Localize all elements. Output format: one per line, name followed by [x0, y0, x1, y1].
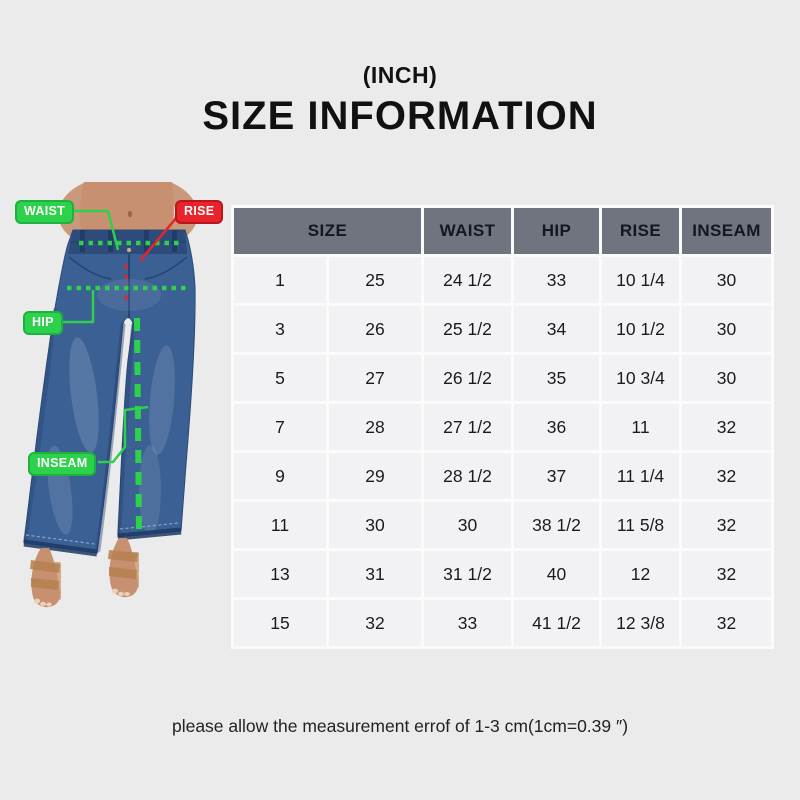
table-cell: 33 — [511, 254, 602, 306]
table-cell: 11 — [231, 499, 329, 551]
table-cell: 32 — [679, 548, 774, 600]
table-cell: 7 — [231, 401, 329, 453]
column-header: INSEAM — [679, 205, 774, 257]
inseam-label: INSEAM — [28, 452, 97, 476]
left-pocket-seam — [68, 256, 112, 280]
table-cell: 12 — [599, 548, 682, 600]
title-block: (INCH) SIZE INFORMATION — [0, 62, 800, 139]
knee-highlight-right — [139, 445, 161, 535]
jeans-button — [127, 248, 131, 252]
table-cell: 34 — [511, 303, 602, 355]
table-cell: 32 — [679, 597, 774, 649]
inner-seam-shadow-left — [95, 322, 126, 553]
table-cell: 32 — [679, 450, 774, 502]
table-cell: 33 — [421, 597, 514, 649]
right-foot — [108, 538, 139, 598]
outer-seam-shadow-left — [23, 308, 57, 543]
table-cell: 5 — [231, 352, 329, 404]
table-cell: 37 — [511, 450, 602, 502]
table-cell: 30 — [679, 254, 774, 306]
size-table-body: 1 25 24 1/2 33 10 1/4 30 3 26 25 1/2 34 10 1/2 30 5 2… — [231, 254, 774, 649]
table-row: 5 27 26 1/2 35 10 3/4 30 — [231, 352, 774, 404]
table-cell: 30 — [679, 303, 774, 355]
inseam-connector-line — [98, 405, 149, 464]
hip-connector-line — [61, 290, 95, 324]
table-cell: 30 — [679, 352, 774, 404]
jeans-photo-illustration — [23, 182, 198, 608]
table-cell: 36 — [511, 401, 602, 453]
hem-stitch-right — [119, 522, 180, 530]
size-table-header-row: SIZE WAIST HIP RISE INSEAM — [231, 205, 774, 257]
table-cell: 11 5/8 — [599, 499, 682, 551]
rise-connector-line — [139, 216, 178, 262]
table-row: 3 26 25 1/2 34 10 1/2 30 — [231, 303, 774, 355]
table-row: 15 32 33 41 1/2 12 3/8 32 — [231, 597, 774, 649]
table-cell: 32 — [679, 499, 774, 551]
table-cell: 25 — [326, 254, 424, 306]
unit-subtitle: (INCH) — [362, 62, 438, 88]
jeans-measurement-diagram: WAIST RISE HIP INSEAM — [0, 160, 232, 660]
table-cell: 31 — [326, 548, 424, 600]
table-row: 11 30 30 38 1/2 11 5/8 32 — [231, 499, 774, 551]
table-cell: 29 — [326, 450, 424, 502]
table-cell: 24 1/2 — [421, 254, 514, 306]
table-cell: 3 — [231, 303, 329, 355]
column-header: WAIST — [421, 205, 514, 257]
table-cell: 32 — [326, 597, 424, 649]
table-cell: 26 — [326, 303, 424, 355]
hip-highlight — [97, 279, 161, 311]
table-cell: 27 1/2 — [421, 401, 514, 453]
table-cell: 27 — [326, 352, 424, 404]
table-cell: 28 — [326, 401, 424, 453]
table-cell: 10 3/4 — [599, 352, 682, 404]
inseam-measure-line — [134, 317, 142, 534]
left-foot — [30, 548, 61, 608]
column-header: HIP — [511, 205, 602, 257]
rise-label: RISE — [175, 200, 224, 224]
column-header: RISE — [599, 205, 682, 257]
column-header: SIZE — [231, 205, 424, 257]
table-cell: 12 3/8 — [599, 597, 682, 649]
table-cell: 32 — [679, 401, 774, 453]
table-cell: 38 1/2 — [511, 499, 602, 551]
thigh-highlight-left — [69, 337, 99, 453]
size-table: SIZE WAIST HIP RISE INSEAM 1 25 24 1/2 33 10 1/4… — [231, 205, 774, 649]
hem-left — [23, 539, 98, 557]
table-cell: 30 — [421, 499, 514, 551]
table-cell: 13 — [231, 548, 329, 600]
table-cell: 35 — [511, 352, 602, 404]
waist-connector-line — [69, 209, 120, 251]
thigh-highlight-right — [149, 345, 175, 455]
table-cell: 10 1/4 — [599, 254, 682, 306]
table-cell: 10 1/2 — [599, 303, 682, 355]
table-row: 1 25 24 1/2 33 10 1/4 30 — [231, 254, 774, 306]
table-cell: 25 1/2 — [421, 303, 514, 355]
table-row: 9 29 28 1/2 37 11 1/4 32 — [231, 450, 774, 502]
table-row: 7 28 27 1/2 36 11 32 — [231, 401, 774, 453]
table-row: 13 31 31 1/2 40 12 32 — [231, 548, 774, 600]
table-cell: 40 — [511, 548, 602, 600]
hem-right — [117, 527, 182, 541]
table-cell: 41 1/2 — [511, 597, 602, 649]
hem-stitch-left — [25, 534, 96, 545]
table-cell: 1 — [231, 254, 329, 306]
table-cell: 11 — [599, 401, 682, 453]
table-cell: 15 — [231, 597, 329, 649]
navel — [127, 210, 133, 218]
table-cell: 28 1/2 — [421, 450, 514, 502]
table-cell: 9 — [231, 450, 329, 502]
table-cell: 26 1/2 — [421, 352, 514, 404]
table-cell: 11 1/4 — [599, 450, 682, 502]
page-title: SIZE INFORMATION — [202, 94, 598, 138]
right-pocket-seam — [144, 256, 188, 280]
measurement-tolerance-note: please allow the measurement errof of 1-… — [171, 716, 629, 736]
waist-label: WAIST — [15, 200, 75, 224]
table-cell: 31 1/2 — [421, 548, 514, 600]
hip-label: HIP — [23, 311, 63, 335]
torso-shape — [80, 182, 174, 230]
table-cell: 30 — [326, 499, 424, 551]
